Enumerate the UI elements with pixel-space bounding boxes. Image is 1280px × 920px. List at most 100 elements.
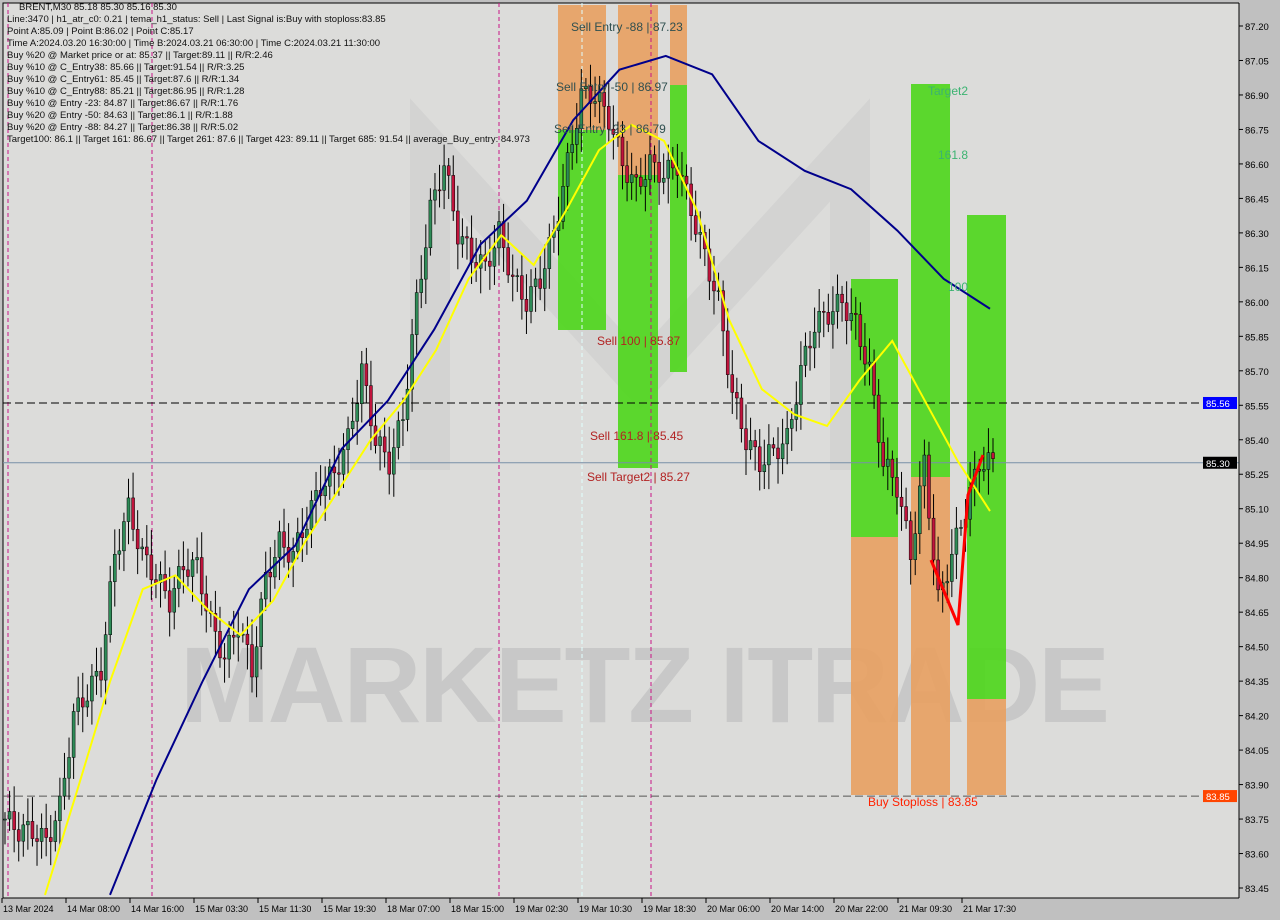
target-zone [670, 85, 687, 372]
x-tick-label: 20 Mar 22:00 [835, 904, 888, 914]
candle-body [808, 345, 812, 349]
candle-body [698, 232, 703, 235]
candle-body [360, 363, 364, 404]
candle-body [254, 646, 259, 678]
candle-body [725, 330, 730, 375]
candle-body [666, 159, 670, 179]
candle-body [62, 777, 67, 797]
candle-body [854, 313, 858, 315]
y-tick-label: 86.30 [1245, 229, 1269, 240]
y-tick-label: 86.75 [1245, 125, 1269, 136]
candle-body [730, 374, 735, 393]
candle-body [414, 292, 419, 335]
candle-body [565, 152, 570, 187]
candle-body [510, 274, 515, 277]
chart-title: BRENT,M30 85.18 85.30 85.16 85.30 [19, 2, 177, 13]
x-tick-label: 19 Mar 02:30 [515, 904, 568, 914]
candle-body [986, 452, 991, 470]
candle-body [460, 236, 465, 245]
candle-body [748, 440, 753, 451]
candle-body [762, 464, 767, 472]
y-tick-label: 84.05 [1245, 746, 1269, 757]
y-tick-label: 84.95 [1245, 539, 1269, 550]
candle-body [776, 447, 780, 460]
candle-body [396, 420, 401, 448]
annotation-label: Sell Entry -88 | 87.23 [571, 20, 683, 34]
candle-body [172, 588, 176, 613]
candle-body [707, 248, 712, 282]
candle-body [982, 469, 986, 472]
candle-body [442, 165, 446, 191]
x-axis [0, 899, 1239, 920]
candle-body [369, 385, 373, 427]
candle-body [113, 553, 117, 582]
candle-body [53, 820, 58, 842]
info-line: Buy %10 @ C_Entry38: 85.66 || Target:91.… [7, 62, 245, 73]
candle-body [67, 757, 71, 779]
candle-body [190, 559, 195, 577]
info-line: Buy %20 @ Entry -88: 84.27 || Target:86.… [7, 122, 239, 133]
candle-body [785, 428, 789, 445]
candle-body [71, 711, 76, 758]
candle-body [684, 175, 689, 185]
x-tick-label: 14 Mar 08:00 [67, 904, 120, 914]
candle-body [753, 440, 757, 448]
candle-body [826, 312, 831, 325]
target-zone [967, 215, 1006, 699]
annotation-label: 161.8 [938, 148, 968, 162]
candle-body [419, 278, 423, 293]
y-tick-label: 84.20 [1245, 712, 1269, 723]
y-tick-label: 86.60 [1245, 160, 1269, 171]
candle-body [428, 199, 433, 249]
candle-body [817, 311, 821, 333]
candle-body [863, 346, 867, 365]
watermark: MARKETZ ITRADE [180, 624, 1110, 745]
y-tick-label: 87.05 [1245, 56, 1269, 67]
candle-body [501, 221, 506, 248]
candle-body [652, 154, 657, 163]
candle-body [355, 403, 359, 422]
candle-body [524, 299, 529, 312]
candle-body [881, 442, 885, 467]
candle-body [506, 247, 510, 276]
candle-body [945, 581, 950, 584]
candle-body [35, 838, 39, 842]
x-tick-label: 14 Mar 16:00 [131, 904, 184, 914]
annotation-label: Sell 161.8 | 85.45 [590, 429, 684, 443]
x-tick-label: 19 Mar 10:30 [579, 904, 632, 914]
candle-body [392, 447, 396, 475]
candle-body [387, 451, 391, 475]
x-tick-label: 15 Mar 11:30 [259, 904, 311, 914]
candle-body [231, 634, 236, 638]
candle-body [21, 824, 26, 842]
candle-body [140, 546, 144, 550]
info-line: Buy %20 @ Market price or at: 85.37 || T… [7, 50, 273, 61]
candle-body [904, 506, 908, 522]
candle-body [103, 634, 108, 681]
candle-body [789, 419, 794, 429]
entry-zone [851, 537, 898, 795]
candle-body [195, 557, 199, 561]
entry-zone [967, 699, 1006, 795]
candle-body [991, 452, 995, 459]
candle-body [323, 485, 327, 497]
candle-body [538, 278, 542, 289]
candle-body [424, 247, 428, 280]
candle-body [721, 290, 725, 332]
candle-body [570, 144, 574, 153]
candle-body [163, 574, 167, 592]
indicator-info-panel: BRENT,M30 85.18 85.30 85.16 85.30 Line:3… [7, 2, 537, 146]
y-tick-label: 84.50 [1245, 643, 1269, 654]
candle-body [58, 795, 62, 822]
candle-body [30, 821, 35, 839]
candle-body [922, 454, 927, 487]
candle-body [849, 313, 853, 321]
candle-body [959, 527, 963, 529]
candle-body [378, 436, 382, 446]
candle-body [844, 302, 849, 321]
candle-body [282, 531, 286, 548]
info-line: Line:3470 | h1_atr_c0: 0.21 | tema_h1_st… [7, 14, 386, 25]
candle-body [584, 85, 588, 89]
